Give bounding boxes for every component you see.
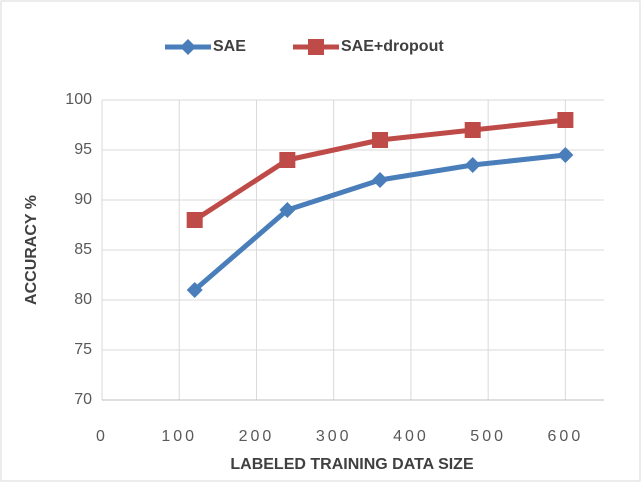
legend-label: SAE+dropout (341, 38, 444, 55)
y-tick-label: 85 (74, 241, 92, 258)
marker (464, 157, 481, 173)
y-tick-label: 95 (74, 141, 92, 158)
marker (372, 132, 389, 148)
x-axis-title: LABELED TRAINING DATA SIZE (230, 456, 474, 473)
y-tick-label: 75 (74, 341, 92, 358)
marker (557, 112, 574, 128)
x-tick-label: 600 (548, 428, 584, 445)
marker (464, 122, 481, 138)
y-tick-label: 100 (65, 91, 92, 108)
x-tick-label: 100 (161, 428, 197, 445)
x-tick-label: 400 (393, 428, 429, 445)
marker (186, 212, 203, 228)
x-tick-label: 0 (96, 428, 108, 445)
y-tick-label: 70 (74, 391, 92, 408)
legend-label: SAE (213, 38, 246, 55)
x-tick-label: 200 (239, 428, 275, 445)
y-axis-title: ACCURACY % (23, 195, 40, 305)
marker (372, 172, 389, 188)
y-tick-label: 80 (74, 291, 92, 308)
marker (279, 202, 296, 218)
x-tick-label: 300 (316, 428, 352, 445)
marker (186, 282, 203, 298)
x-tick-label: 500 (470, 428, 506, 445)
marker (557, 147, 574, 163)
y-tick-label: 90 (74, 191, 92, 208)
marker (279, 152, 296, 168)
